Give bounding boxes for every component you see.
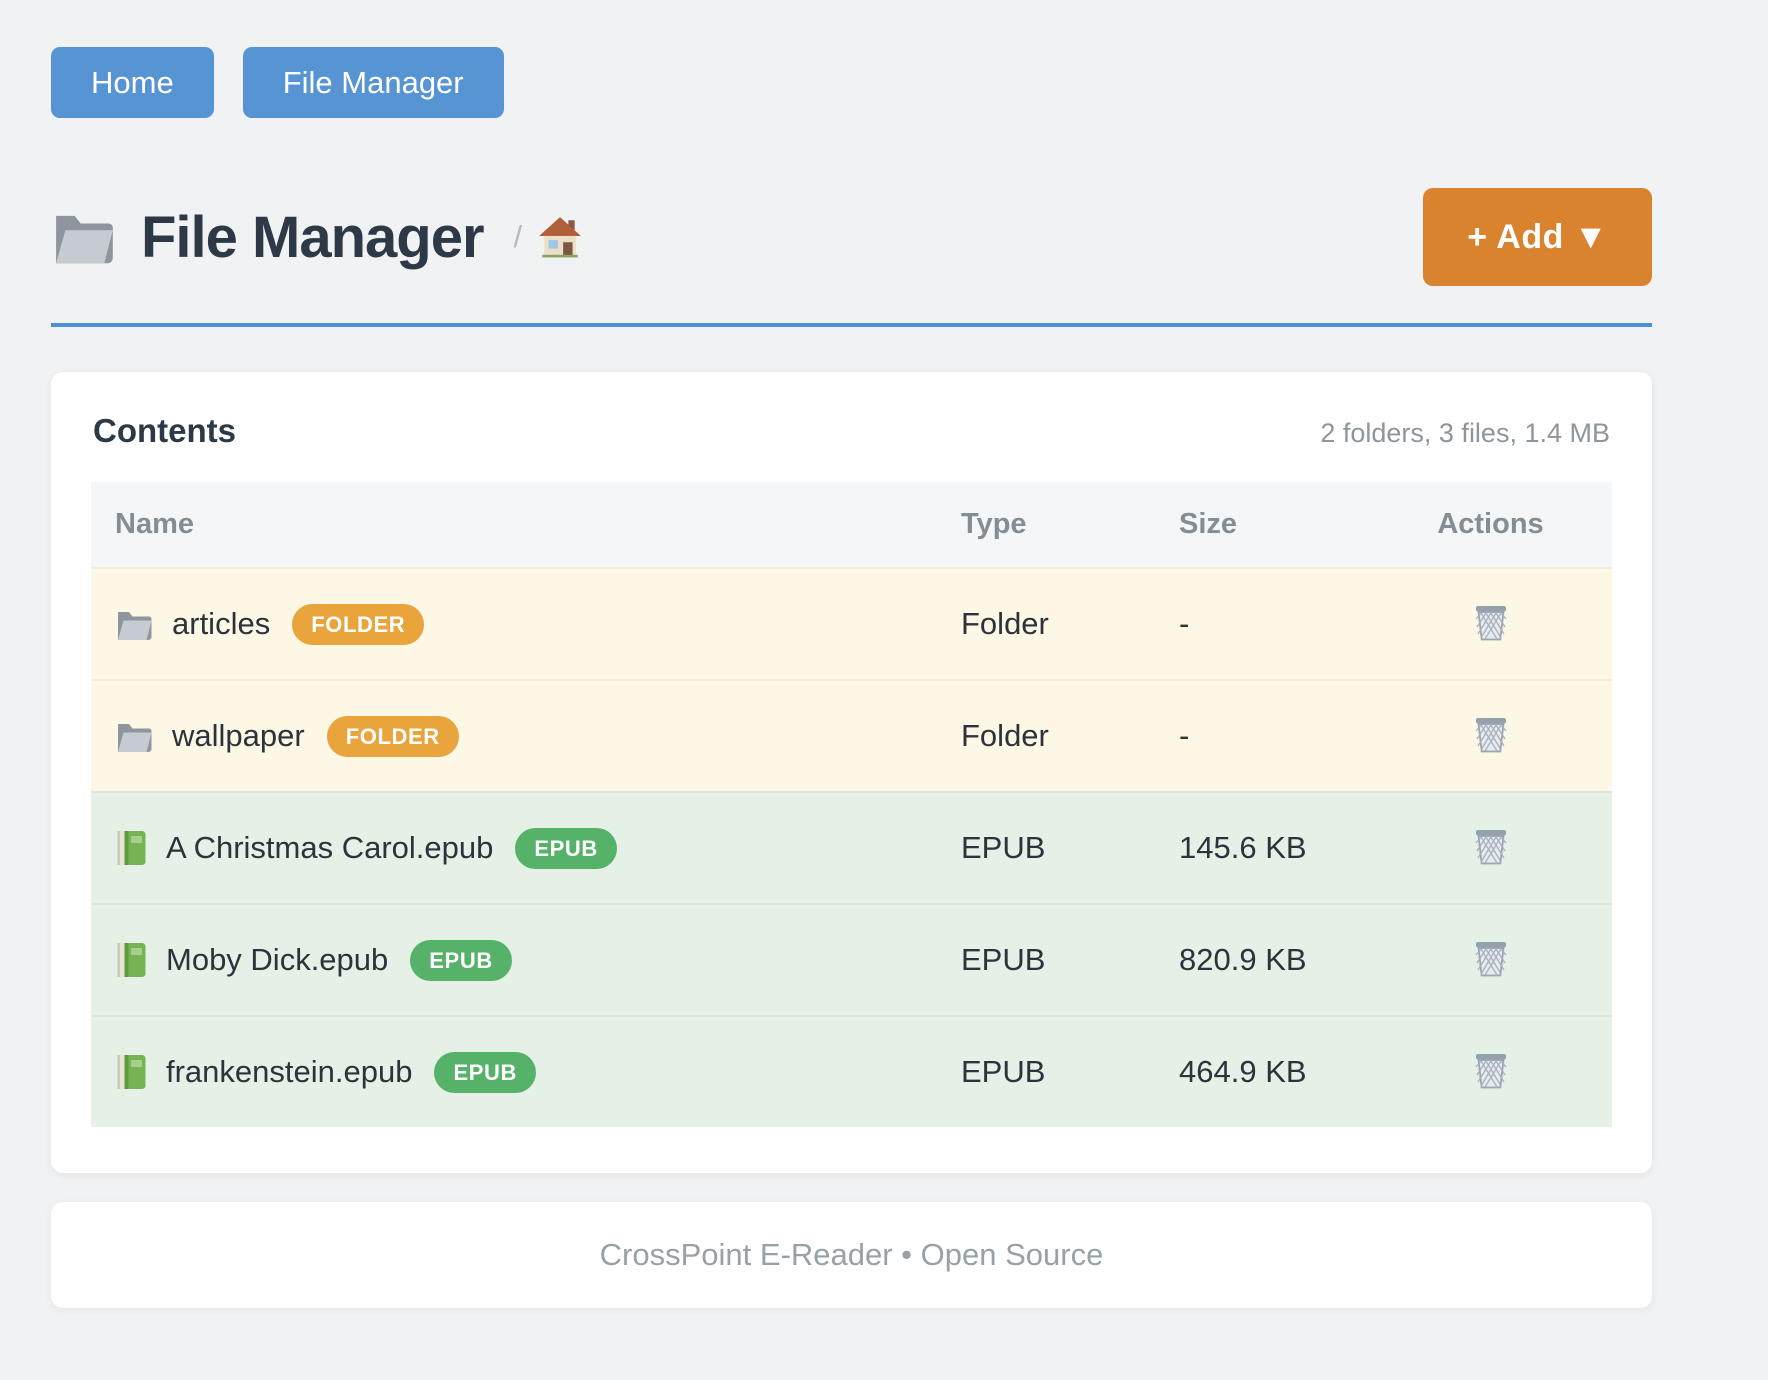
table-row: Moby Dick.epub EPUB EPUB 820.9 KB	[91, 903, 1612, 1015]
table-row: A Christmas Carol.epub EPUB EPUB 145.6 K…	[91, 791, 1612, 903]
type-cell: Folder	[961, 606, 1049, 641]
actions-cell	[1369, 822, 1612, 874]
folder-icon	[115, 720, 154, 753]
nav-file-manager-button[interactable]: File Manager	[242, 47, 504, 118]
table-row: articles FOLDER Folder -	[91, 567, 1612, 679]
delete-button[interactable]	[1468, 710, 1514, 758]
size-cell: -	[1179, 606, 1190, 641]
page-title: File Manager	[141, 204, 485, 270]
table-header-row: Name Type Size Actions	[91, 482, 1612, 567]
page-header: File Manager / + Add ▼	[51, 188, 1652, 286]
trash-icon	[1474, 717, 1508, 757]
column-header-type: Type	[961, 508, 1027, 540]
contents-summary: 2 folders, 3 files, 1.4 MB	[1320, 418, 1610, 448]
type-badge: EPUB	[515, 827, 617, 869]
type-badge: FOLDER	[292, 603, 425, 645]
column-header-name: Name	[115, 508, 194, 540]
footer-card: CrossPoint E-Reader • Open Source	[51, 1202, 1652, 1308]
delete-button[interactable]	[1468, 934, 1514, 982]
type-cell: EPUB	[961, 1054, 1046, 1089]
name-cell: wallpaper FOLDER	[91, 715, 901, 757]
house-icon[interactable]	[538, 216, 582, 258]
name-cell: articles FOLDER	[91, 603, 901, 645]
footer-text: CrossPoint E-Reader • Open Source	[599, 1237, 1104, 1272]
type-badge: EPUB	[434, 1051, 536, 1093]
folder-icon	[115, 608, 154, 641]
open-folder-icon	[51, 209, 117, 265]
size-cell: -	[1179, 718, 1190, 753]
green-book-icon	[115, 941, 148, 979]
type-cell: Folder	[961, 718, 1049, 753]
size-cell: 145.6 KB	[1179, 830, 1307, 865]
row-name-link[interactable]: wallpaper	[172, 718, 305, 753]
file-table: Name Type Size Actions articles FOLDER F…	[91, 482, 1612, 1127]
add-button[interactable]: + Add ▼	[1423, 188, 1652, 286]
top-nav: Home File Manager	[51, 47, 504, 118]
delete-button[interactable]	[1468, 598, 1514, 646]
size-cell: 464.9 KB	[1179, 1054, 1307, 1089]
trash-icon	[1474, 829, 1508, 869]
size-cell: 820.9 KB	[1179, 942, 1307, 977]
row-name-link[interactable]: Moby Dick.epub	[166, 942, 389, 977]
nav-home-button[interactable]: Home	[51, 47, 214, 118]
actions-cell	[1369, 934, 1612, 986]
type-badge: FOLDER	[326, 715, 459, 757]
green-book-icon	[115, 829, 148, 867]
row-name-link[interactable]: articles	[172, 606, 271, 641]
breadcrumb-separator: /	[513, 219, 523, 254]
green-book-icon	[115, 1053, 148, 1091]
actions-cell	[1369, 1046, 1612, 1098]
type-badge: EPUB	[410, 939, 512, 981]
table-row: wallpaper FOLDER Folder -	[91, 679, 1612, 791]
accent-divider	[51, 323, 1652, 327]
name-cell: frankenstein.epub EPUB	[91, 1051, 901, 1093]
actions-cell	[1369, 598, 1612, 650]
table-body: articles FOLDER Folder - wallpaper FOLDE…	[91, 567, 1612, 1127]
type-cell: EPUB	[961, 830, 1046, 865]
name-cell: Moby Dick.epub EPUB	[91, 939, 901, 981]
delete-button[interactable]	[1468, 822, 1514, 870]
trash-icon	[1474, 1053, 1508, 1093]
row-name-link[interactable]: A Christmas Carol.epub	[166, 830, 494, 865]
row-name-link[interactable]: frankenstein.epub	[166, 1054, 413, 1089]
contents-card: Contents 2 folders, 3 files, 1.4 MB Name…	[51, 372, 1652, 1173]
table-row: frankenstein.epub EPUB EPUB 464.9 KB	[91, 1015, 1612, 1127]
actions-cell	[1369, 710, 1612, 762]
delete-button[interactable]	[1468, 1046, 1514, 1094]
trash-icon	[1474, 605, 1508, 645]
column-header-size: Size	[1179, 508, 1238, 540]
name-cell: A Christmas Carol.epub EPUB	[91, 827, 901, 869]
type-cell: EPUB	[961, 942, 1046, 977]
contents-title: Contents	[93, 412, 236, 449]
column-header-actions: Actions	[1437, 508, 1544, 540]
trash-icon	[1474, 941, 1508, 981]
